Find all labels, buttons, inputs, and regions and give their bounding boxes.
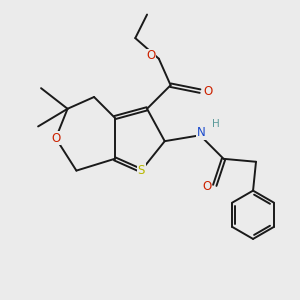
Text: O: O: [204, 85, 213, 98]
Text: O: O: [202, 180, 211, 193]
Text: S: S: [137, 164, 145, 177]
Text: O: O: [51, 132, 60, 145]
Text: N: N: [197, 126, 206, 140]
Text: O: O: [146, 49, 155, 62]
Text: H: H: [212, 119, 220, 129]
